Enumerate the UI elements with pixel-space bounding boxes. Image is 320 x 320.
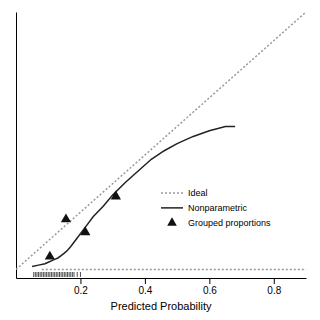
rug-tick	[67, 272, 68, 277]
legend-label: Nonparametric	[188, 203, 248, 213]
rug-tick	[51, 272, 52, 277]
x-tick-mark	[145, 278, 146, 284]
x-tick-label: 0.6	[203, 285, 217, 296]
plot-area	[16, 12, 306, 277]
series-line	[32, 126, 235, 266]
x-tick-label: 0.2	[74, 285, 88, 296]
rug-tick	[61, 272, 62, 277]
x-tick: 0.2	[74, 278, 88, 296]
x-tick-mark	[209, 278, 210, 284]
rug-tick	[74, 272, 75, 277]
x-axis: 0.2 0.4 0.6 0.8	[17, 278, 307, 296]
rug-tick	[33, 272, 34, 277]
rug-tick	[48, 272, 49, 277]
y-axis	[16, 13, 17, 279]
rug-tick	[41, 272, 42, 277]
rug-tick	[43, 272, 44, 277]
series-line	[16, 12, 306, 269]
chart: 0.2 0.4 0.6 0.8 Predicted Probability Ideal No…	[0, 0, 320, 320]
legend-item: Nonparametric	[161, 203, 248, 213]
x-tick-mark	[80, 278, 81, 284]
x-axis-line	[17, 278, 307, 279]
rug-tick	[56, 272, 57, 277]
rug-tick	[80, 272, 81, 277]
scatter-point	[111, 191, 121, 200]
x-tick-label: 0.8	[267, 285, 281, 296]
x-tick: 0.6	[203, 278, 217, 296]
reference-line	[42, 269, 306, 271]
legend: Ideal Nonparametric Grouped proportions	[161, 188, 271, 228]
rug-tick	[45, 272, 46, 277]
rug-tick	[53, 272, 54, 277]
legend-swatch	[161, 192, 183, 194]
legend-item: Grouped proportions	[167, 217, 271, 228]
rug-tick	[77, 272, 78, 277]
legend-swatch	[167, 217, 177, 225]
x-tick-label: 0.4	[138, 285, 152, 296]
rug-tick	[62, 272, 63, 277]
legend-swatch	[161, 207, 183, 209]
x-tick: 0.8	[267, 278, 281, 296]
rug-tick	[46, 272, 47, 277]
scatter-point	[80, 226, 90, 235]
y-axis-line	[16, 13, 17, 279]
rug-tick	[36, 272, 37, 277]
scatter-point	[45, 251, 55, 260]
rug-tick	[54, 272, 55, 277]
rug-tick	[59, 272, 60, 277]
rug-tick	[40, 272, 41, 277]
x-tick: 0.4	[138, 278, 152, 296]
rug-tick	[65, 272, 66, 277]
rug-tick	[35, 272, 36, 277]
rug-tick	[38, 272, 39, 277]
rug-tick	[57, 272, 58, 277]
legend-label: Grouped proportions	[188, 218, 271, 228]
x-axis-title: Predicted Probability	[111, 300, 212, 312]
rug-tick	[72, 272, 73, 277]
scatter-point	[61, 213, 71, 222]
rug-tick	[69, 272, 70, 277]
rug-tick	[49, 272, 50, 277]
legend-item: Ideal	[161, 188, 208, 198]
rug-tick	[64, 272, 65, 277]
legend-label: Ideal	[188, 188, 208, 198]
rug-tick	[70, 272, 71, 277]
x-tick-mark	[274, 278, 275, 284]
